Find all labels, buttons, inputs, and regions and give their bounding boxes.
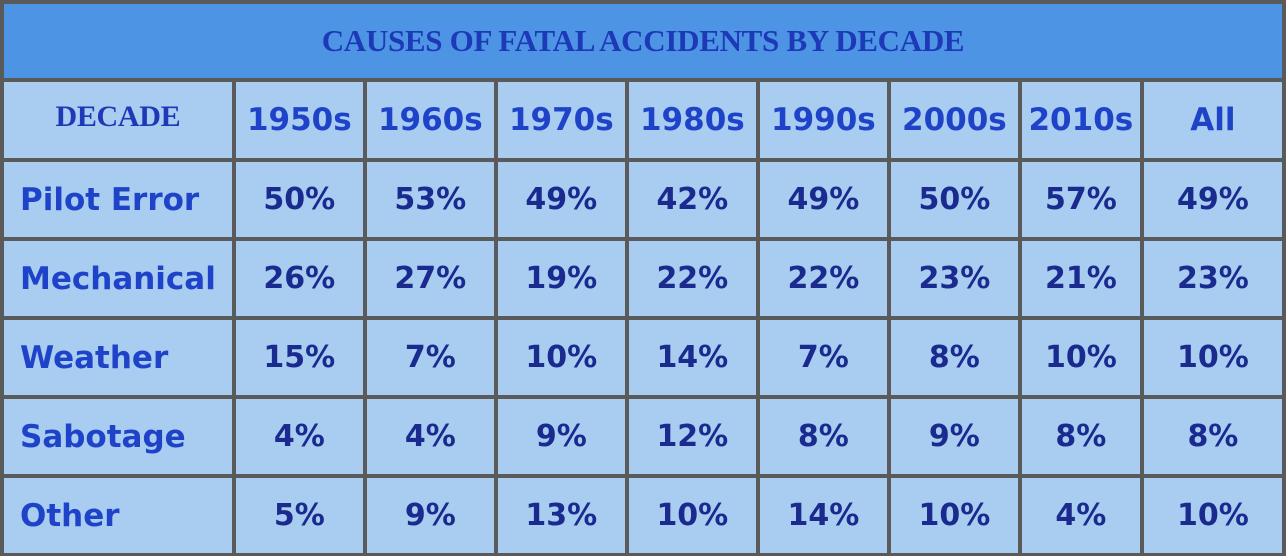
table-cell: 8% xyxy=(888,318,1020,397)
table-cell: 57% xyxy=(1019,160,1142,239)
table-cell: 8% xyxy=(757,397,889,476)
table-cell: 21% xyxy=(1019,239,1142,318)
table-cell: 7% xyxy=(757,318,889,397)
table-cell: 12% xyxy=(626,397,758,476)
table-cell: 49% xyxy=(757,160,889,239)
table-cell: 22% xyxy=(757,239,889,318)
table-cell: 10% xyxy=(1019,318,1142,397)
column-header-1990s: 1990s xyxy=(757,80,889,160)
table-cell: 5% xyxy=(233,476,365,555)
table-cell: 50% xyxy=(888,160,1020,239)
column-header-1970s: 1970s xyxy=(495,80,627,160)
table-cell: 23% xyxy=(1141,239,1284,318)
table-cell: 26% xyxy=(233,239,365,318)
table-row-sabotage: Sabotage 4% 4% 9% 12% 8% 9% 8% 8% xyxy=(2,397,1284,476)
table-row-other: Other 5% 9% 13% 10% 14% 10% 4% 10% xyxy=(2,476,1284,555)
table-cell: 8% xyxy=(1141,397,1284,476)
table-row-weather: Weather 15% 7% 10% 14% 7% 8% 10% 10% xyxy=(2,318,1284,397)
row-label-sabotage: Sabotage xyxy=(2,397,234,476)
row-label-pilot-error: Pilot Error xyxy=(2,160,234,239)
header-row: DECADE 1950s 1960s 1970s 1980s 1990s 200… xyxy=(2,80,1284,160)
column-header-2010s: 2010s xyxy=(1019,80,1142,160)
table-cell: 4% xyxy=(233,397,365,476)
table-cell: 22% xyxy=(626,239,758,318)
table-cell: 10% xyxy=(1141,318,1284,397)
table-cell: 14% xyxy=(757,476,889,555)
table-cell: 49% xyxy=(1141,160,1284,239)
table-cell: 4% xyxy=(1019,476,1142,555)
table-cell: 8% xyxy=(1019,397,1142,476)
column-header-1980s: 1980s xyxy=(626,80,758,160)
table-cell: 9% xyxy=(364,476,496,555)
table-title: CAUSES OF FATAL ACCIDENTS BY DECADE xyxy=(2,2,1284,80)
table-cell: 10% xyxy=(495,318,627,397)
table-cell: 10% xyxy=(888,476,1020,555)
row-label-other: Other xyxy=(2,476,234,555)
column-header-1960s: 1960s xyxy=(364,80,496,160)
table-row-pilot-error: Pilot Error 50% 53% 49% 42% 49% 50% 57% … xyxy=(2,160,1284,239)
decade-header-label: DECADE xyxy=(2,80,234,160)
column-header-2000s: 2000s xyxy=(888,80,1020,160)
column-header-all: All xyxy=(1141,80,1284,160)
table-cell: 14% xyxy=(626,318,758,397)
table-cell: 9% xyxy=(495,397,627,476)
table-cell: 10% xyxy=(1141,476,1284,555)
table-cell: 15% xyxy=(233,318,365,397)
table-cell: 10% xyxy=(626,476,758,555)
table-cell: 7% xyxy=(364,318,496,397)
table-cell: 53% xyxy=(364,160,496,239)
row-label-mechanical: Mechanical xyxy=(2,239,234,318)
title-row: CAUSES OF FATAL ACCIDENTS BY DECADE xyxy=(2,2,1284,80)
table-cell: 50% xyxy=(233,160,365,239)
row-label-weather: Weather xyxy=(2,318,234,397)
table-cell: 49% xyxy=(495,160,627,239)
table-cell: 13% xyxy=(495,476,627,555)
table-cell: 4% xyxy=(364,397,496,476)
table-cell: 23% xyxy=(888,239,1020,318)
table-cell: 9% xyxy=(888,397,1020,476)
table-cell: 27% xyxy=(364,239,496,318)
table-cell: 19% xyxy=(495,239,627,318)
table-row-mechanical: Mechanical 26% 27% 19% 22% 22% 23% 21% 2… xyxy=(2,239,1284,318)
table-cell: 42% xyxy=(626,160,758,239)
column-header-1950s: 1950s xyxy=(233,80,365,160)
